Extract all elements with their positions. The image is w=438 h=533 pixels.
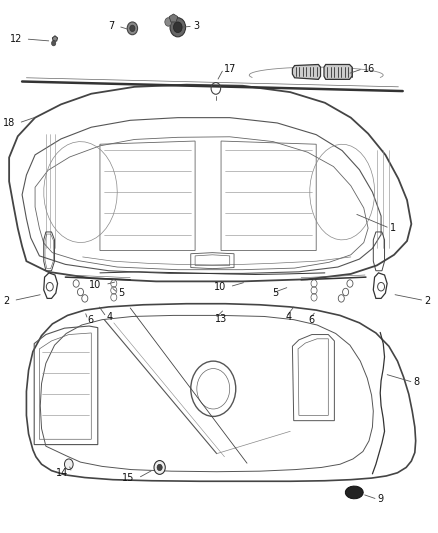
Text: 3: 3 [193,21,199,31]
Text: 13: 13 [215,313,227,324]
Text: 6: 6 [308,314,314,325]
Text: 16: 16 [363,64,375,74]
Circle shape [154,461,165,474]
Text: 18: 18 [3,118,15,128]
Text: 6: 6 [88,314,94,325]
Text: 4: 4 [106,312,113,322]
Polygon shape [53,36,57,41]
Polygon shape [293,64,321,79]
Polygon shape [346,486,363,499]
Text: 7: 7 [108,21,115,31]
Circle shape [127,22,138,35]
Circle shape [170,18,186,37]
Circle shape [165,18,172,26]
Text: 17: 17 [224,64,236,74]
Text: 5: 5 [118,288,124,298]
Text: 12: 12 [10,34,22,44]
Text: 2: 2 [4,295,10,305]
Polygon shape [169,14,178,22]
Circle shape [130,25,135,31]
Text: 10: 10 [89,280,102,289]
Text: 8: 8 [413,377,420,387]
Text: 5: 5 [272,288,278,298]
Text: 14: 14 [56,468,68,478]
Text: 10: 10 [214,282,226,292]
Text: 4: 4 [286,312,292,322]
Circle shape [173,22,182,33]
Circle shape [157,464,162,471]
Text: 9: 9 [378,494,384,504]
Text: 1: 1 [390,223,396,233]
Text: 15: 15 [122,473,134,483]
Text: 2: 2 [424,295,431,305]
Polygon shape [324,64,352,79]
Circle shape [52,41,56,46]
Circle shape [64,459,73,470]
